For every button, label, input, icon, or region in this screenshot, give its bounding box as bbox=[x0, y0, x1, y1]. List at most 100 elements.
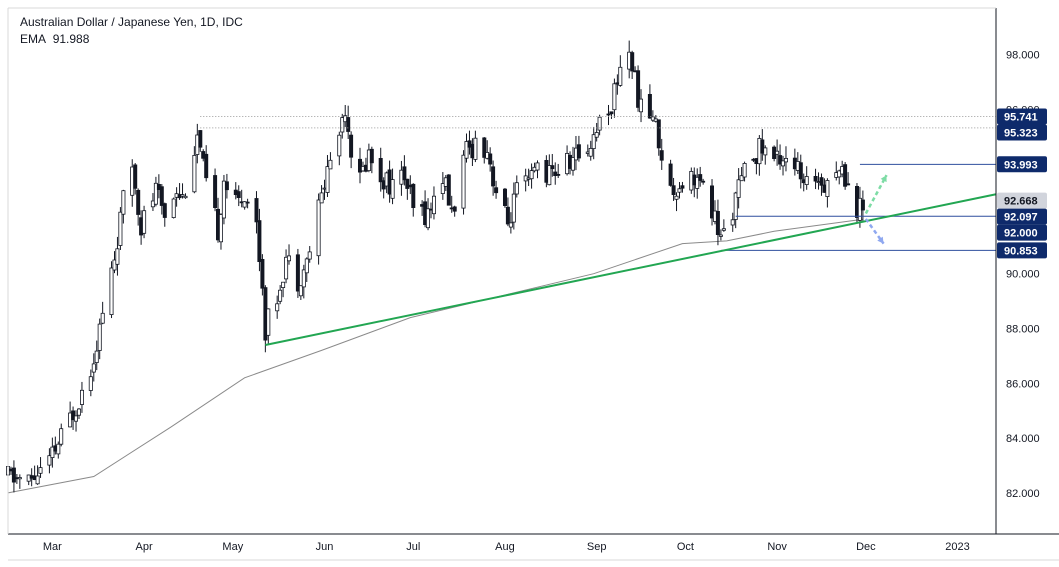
candle-body bbox=[254, 198, 259, 223]
candle-body bbox=[390, 179, 395, 199]
candle-body bbox=[133, 164, 138, 189]
candle-body bbox=[257, 220, 262, 263]
candle-body bbox=[461, 154, 466, 209]
price-tick-label: 88.000 bbox=[1006, 324, 1040, 336]
candle-body bbox=[440, 183, 445, 195]
price-badge-label: 92.097 bbox=[1004, 212, 1038, 224]
candle-body bbox=[56, 443, 61, 455]
candle-body bbox=[701, 180, 706, 183]
candle-body bbox=[218, 214, 223, 243]
up-arrow-head bbox=[880, 175, 887, 183]
candle-body bbox=[245, 201, 250, 204]
candle-body bbox=[618, 66, 623, 86]
time-tick-label: 2023 bbox=[945, 541, 969, 553]
time-tick-label: Sep bbox=[587, 541, 607, 553]
candle-body bbox=[843, 164, 848, 187]
candle-body bbox=[316, 199, 321, 257]
candle-body bbox=[819, 177, 824, 186]
candle-body bbox=[508, 222, 513, 228]
candle-body bbox=[224, 181, 229, 191]
candle-body bbox=[213, 175, 218, 208]
candle-body bbox=[656, 119, 661, 149]
candle-body bbox=[556, 173, 561, 176]
candle-body bbox=[825, 180, 830, 198]
candle-body bbox=[813, 175, 818, 182]
candle-body bbox=[159, 186, 164, 206]
ema-line bbox=[7, 218, 863, 494]
time-tick-label: Dec bbox=[856, 541, 876, 553]
candle-body bbox=[192, 154, 197, 193]
candle-body bbox=[775, 150, 780, 155]
candle-body bbox=[736, 179, 741, 198]
time-tick-label: Jun bbox=[316, 541, 334, 553]
candle-body bbox=[630, 52, 635, 72]
candle-body bbox=[529, 170, 534, 180]
candle-body bbox=[695, 176, 700, 189]
price-tick-label: 82.000 bbox=[1006, 488, 1040, 500]
candle-body bbox=[260, 258, 265, 289]
candle-body bbox=[369, 148, 374, 164]
candle-body bbox=[11, 467, 16, 483]
candle-body bbox=[402, 166, 407, 181]
price-badge-label: 95.741 bbox=[1004, 112, 1038, 124]
candle-body bbox=[142, 210, 147, 234]
price-badge-label: 92.000 bbox=[1004, 228, 1038, 240]
candle-body bbox=[153, 182, 158, 205]
time-tick-label: May bbox=[222, 541, 243, 553]
candle-body bbox=[304, 258, 309, 274]
price-badge bbox=[997, 192, 1047, 209]
price-badge bbox=[997, 208, 1047, 225]
candle-body bbox=[47, 455, 52, 466]
candle-body bbox=[349, 134, 354, 158]
candle-body bbox=[730, 219, 735, 226]
candle-body bbox=[571, 157, 576, 171]
candle-body bbox=[647, 94, 652, 119]
candle-body bbox=[514, 182, 519, 195]
candle-body bbox=[204, 153, 209, 179]
candle-body bbox=[94, 350, 99, 364]
candle-body bbox=[180, 194, 185, 197]
candle-body bbox=[171, 198, 176, 219]
time-axis[interactable]: Mar Apr May Jun Jul Aug Sep Oct Nov Dec 2023 bbox=[43, 541, 970, 553]
candle-body bbox=[760, 139, 765, 154]
candle-body bbox=[535, 162, 540, 171]
candle-body bbox=[74, 415, 79, 422]
candle-body bbox=[71, 410, 76, 421]
candle-body bbox=[778, 155, 783, 165]
down-arrow-shaft bbox=[864, 218, 885, 245]
candle-body bbox=[109, 267, 114, 315]
candle-body bbox=[328, 159, 333, 170]
chart-legend: Australian Dollar / Japanese Yen, 1D, ID… bbox=[20, 14, 243, 48]
price-badge-label: 92.668 bbox=[1004, 196, 1038, 208]
candle-body bbox=[286, 255, 291, 262]
candle-body bbox=[798, 162, 803, 180]
time-tick-label: Aug bbox=[495, 541, 515, 553]
candle-body bbox=[236, 191, 241, 199]
ema-legend[interactable]: EMA 91.988 bbox=[20, 31, 243, 48]
candle-body bbox=[594, 132, 599, 138]
candle-body bbox=[464, 141, 469, 159]
up-arrow-shaft bbox=[864, 174, 888, 215]
candle-body bbox=[446, 174, 451, 206]
symbol-title[interactable]: Australian Dollar / Japanese Yen, 1D, ID… bbox=[20, 15, 243, 29]
candle-body bbox=[378, 157, 383, 183]
candle-body bbox=[346, 117, 351, 132]
time-tick-label: Jul bbox=[406, 541, 420, 553]
candle-body bbox=[118, 211, 123, 246]
price-badge bbox=[997, 242, 1047, 259]
candle-body bbox=[494, 187, 499, 194]
candle-body bbox=[91, 363, 96, 373]
candle-body bbox=[591, 134, 596, 149]
price-tick-label: 84.000 bbox=[1006, 433, 1040, 445]
candle-body bbox=[721, 228, 726, 231]
candle-body bbox=[680, 185, 685, 189]
candle-body bbox=[411, 183, 416, 209]
candle-body bbox=[505, 206, 510, 225]
candle-body bbox=[325, 166, 330, 193]
price-tick-label: 98.000 bbox=[1006, 50, 1040, 62]
candle-body bbox=[284, 256, 289, 280]
candle-body bbox=[606, 113, 611, 116]
candle-body bbox=[511, 193, 516, 223]
